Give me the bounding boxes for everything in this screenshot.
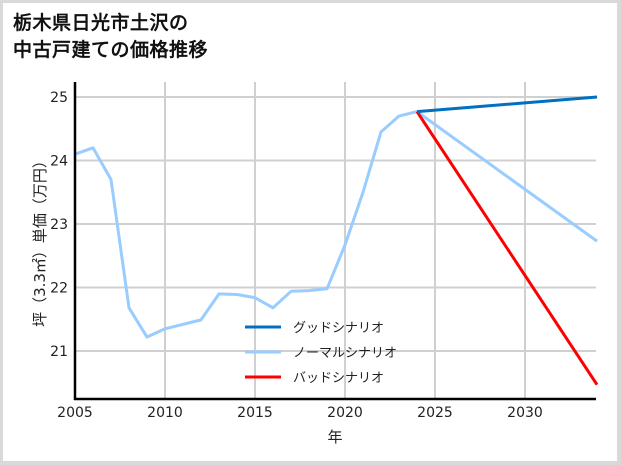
x-tick-label: 2015 <box>237 405 273 421</box>
series-line <box>74 110 598 339</box>
series-line <box>415 110 599 386</box>
axes <box>73 82 596 401</box>
x-tick-label: 2025 <box>417 405 453 421</box>
y-tick-label: 22 <box>50 281 68 297</box>
legend-label: グッドシナリオ <box>293 321 384 336</box>
y-tick-label: 21 <box>50 344 68 360</box>
chart-title: 栃木県日光市土沢の 中古戸建ての価格推移 <box>13 12 209 61</box>
legend-label: バッドシナリオ <box>293 371 384 386</box>
y-tick-label: 25 <box>50 90 68 106</box>
y-tick-label: 24 <box>50 154 68 170</box>
x-tick-label: 2030 <box>507 405 543 421</box>
series-line <box>416 95 598 114</box>
legend-label: ノーマルシナリオ <box>293 346 397 361</box>
x-tick-label: 2005 <box>57 405 93 421</box>
tick-labels: 2005 2010 2015 2020 2025 2030 21 22 23 24 25 <box>50 90 543 421</box>
y-tick-label: 23 <box>50 217 68 233</box>
x-tick-label: 2010 <box>147 405 183 421</box>
x-tick-label: 2020 <box>327 405 363 421</box>
x-axis-label: 年 <box>327 428 342 446</box>
y-axis-label: 坪（3.3㎡）単価（万円） <box>31 153 49 327</box>
series-lines <box>74 95 599 386</box>
